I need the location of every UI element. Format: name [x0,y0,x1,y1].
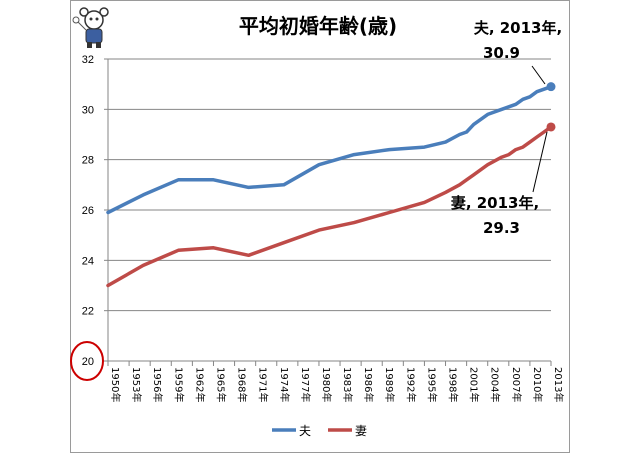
y-tick-label: 22 [82,306,94,318]
x-tick-label: 2013年 [552,367,565,402]
x-tick-label: 1977年 [299,367,312,402]
annotation-wife: 妻, 2013年, 29.3 [451,131,548,237]
x-tick-label: 1953年 [130,367,143,402]
x-tick-label: 1950年 [109,367,122,402]
y-tick-highlight-circle [70,341,104,381]
x-tick-label: 2001年 [468,367,481,402]
annotation-husband-line1: 夫, 2013年, [474,19,562,37]
y-tick-label: 24 [82,255,94,267]
x-tick-label: 1968年 [236,367,249,402]
mascot-logo-icon [72,7,109,48]
x-tick-label: 1956年 [151,367,164,402]
annotation-husband-line2: 30.9 [483,44,520,62]
x-tick-label: 1986年 [362,367,375,402]
series-endpoint-1 [546,122,556,132]
x-tick-label: 1983年 [341,367,354,402]
x-tick-label: 1974年 [278,367,291,402]
annotation-wife-line2: 29.3 [483,219,520,237]
legend-label-1: 妻 [355,424,367,438]
x-tick-label: 2010年 [531,367,544,402]
x-tick-label: 1965年 [214,367,227,402]
annotation-wife-pointer [532,131,548,193]
chart-frame [70,0,570,453]
x-tick-label: 1992年 [404,367,417,402]
annotation-husband-pointer [531,65,546,85]
y-tick-label: 28 [82,155,94,167]
series-line-1 [106,125,553,288]
series-line-0 [106,84,553,215]
y-tick-label: 20 [82,356,94,368]
series-lines [106,82,556,288]
annotation-husband: 夫, 2013年, 30.9 [474,19,562,85]
series-endpoint-0 [546,82,556,92]
legend-label-0: 夫 [299,424,311,438]
x-tick-label: 1971年 [257,367,270,402]
y-tick-label: 30 [82,104,94,116]
chart-title: 平均初婚年齢(歳) [239,14,397,38]
y-axis-ticks: 20 22 24 26 28 30 32 [82,54,108,368]
x-tick-label: 2007年 [510,367,523,402]
annotation-wife-line1: 妻, 2013年, [451,194,539,212]
y-tick-label: 32 [82,54,94,66]
x-tick-label: 1962年 [193,367,206,402]
x-tick-label: 1989年 [383,367,396,402]
x-tick-label: 1995年 [425,367,438,402]
x-axis-ticks: 1950年 1953年 1956年 1959年 1962年 1965年 1968年 1971年… [107,361,565,402]
x-tick-label: 1959年 [172,367,185,402]
y-tick-label: 26 [82,205,94,217]
x-tick-label: 2004年 [489,367,502,402]
x-tick-label: 1998年 [447,367,460,402]
legend: 夫妻 [272,424,367,438]
x-tick-label: 1980年 [320,367,333,402]
